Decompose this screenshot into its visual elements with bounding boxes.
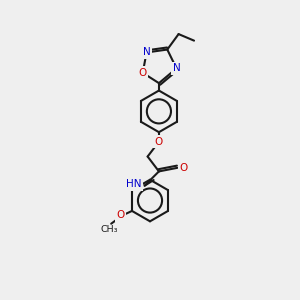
Text: HN: HN: [126, 179, 141, 189]
Text: N: N: [172, 63, 180, 74]
Text: O: O: [180, 163, 188, 173]
Text: N: N: [143, 47, 150, 58]
Text: O: O: [139, 68, 147, 78]
Text: CH₃: CH₃: [101, 225, 119, 234]
Text: O: O: [155, 137, 163, 147]
Text: O: O: [117, 210, 125, 220]
